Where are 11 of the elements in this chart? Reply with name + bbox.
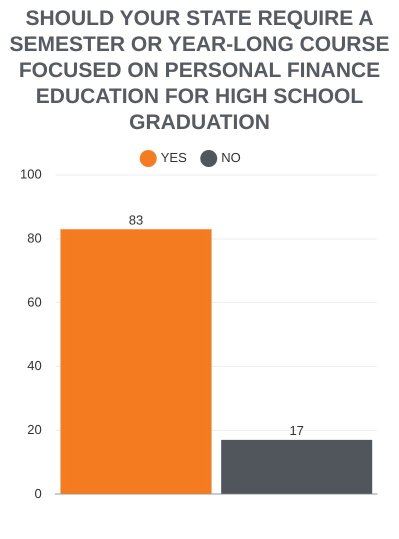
data-label: 17 <box>289 423 304 438</box>
y-tick-label: 80 <box>27 230 42 246</box>
y-tick-label: 100 <box>20 166 42 182</box>
legend-label: NO <box>221 150 241 166</box>
legend-label: YES <box>160 150 188 166</box>
y-tick-label: 60 <box>27 294 42 310</box>
data-label: 83 <box>128 212 144 228</box>
chart-title: SHOULD YOUR STATE REQUIRE A SEMESTER OR YEAR-LONG COURSE FOCUSED ON PERSONAL FINANCE EDUCATION FOR HIGH SCHOOL GRADUATION <box>8 6 390 136</box>
y-tick-label: 0 <box>34 486 42 501</box>
y-tick-label: 20 <box>27 422 42 437</box>
y-tick-label: 40 <box>27 358 42 374</box>
